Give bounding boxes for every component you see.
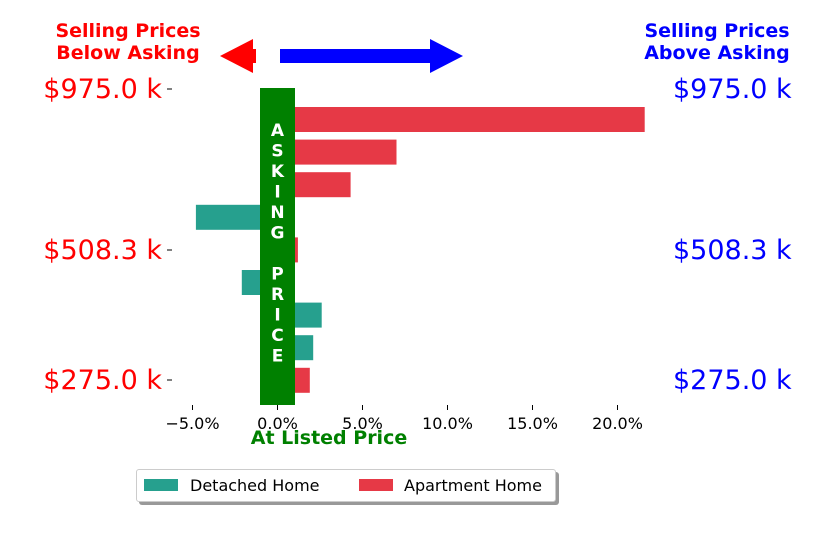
y-tick-label-left: $508.3 k	[43, 235, 162, 266]
above-asking-label: Selling Prices Above Asking	[628, 20, 806, 64]
asking-band-rect	[260, 88, 295, 405]
right-arrow-icon	[280, 39, 463, 73]
asking-band-letter: E	[272, 347, 284, 367]
y-tick-label-right: $975.0 k	[673, 74, 792, 105]
legend-swatch-detached	[144, 479, 178, 491]
above-asking-line2: Above Asking	[644, 42, 790, 64]
x-tick-label: 10.0%	[422, 414, 473, 433]
legend: Detached Home Apartment Home	[136, 469, 556, 502]
bar-2	[277, 139, 397, 165]
asking-band-letter: I	[274, 183, 280, 203]
x-axis-label: At Listed Price	[251, 427, 407, 449]
asking-band-letter: R	[271, 285, 284, 305]
left-arrow-icon	[220, 39, 256, 73]
bar-1	[277, 107, 645, 132]
asking-band-letter: K	[271, 162, 285, 182]
axis-ticks: −5.0% 0.0% 5.0% 10.0% 15.0% 20.0% $975.0 k $508…	[43, 74, 792, 433]
x-tick-label: 0.0%	[257, 414, 298, 433]
x-tick-label: 15.0%	[507, 414, 558, 433]
below-asking-line1: Selling Prices	[55, 20, 201, 42]
asking-band-letter: P	[271, 265, 283, 285]
asking-band-letter: C	[271, 326, 283, 346]
asking-band-letter: N	[270, 203, 284, 223]
below-asking-line2: Below Asking	[56, 42, 200, 64]
legend-label-detached: Detached Home	[190, 476, 320, 495]
asking-band-letter: A	[271, 121, 285, 141]
x-tick-label: 20.0%	[592, 414, 643, 433]
asking-band-letter: S	[271, 142, 283, 162]
below-asking-label: Selling Prices Below Asking	[40, 20, 216, 64]
asking-band-letter: I	[274, 306, 280, 326]
y-tick-label-right: $508.3 k	[673, 235, 792, 266]
legend-label-apartment: Apartment Home	[404, 476, 542, 495]
y-tick-label-left: $275.0 k	[43, 365, 162, 396]
above-asking-line1: Selling Prices	[644, 20, 790, 42]
asking-band-letter: G	[271, 224, 285, 244]
y-tick-label-right: $275.0 k	[673, 365, 792, 396]
x-tick-label: −5.0%	[165, 414, 219, 433]
legend-swatch-apartment	[359, 479, 393, 491]
x-tick-label: 5.0%	[342, 414, 383, 433]
y-tick-label-left: $975.0 k	[43, 74, 162, 105]
